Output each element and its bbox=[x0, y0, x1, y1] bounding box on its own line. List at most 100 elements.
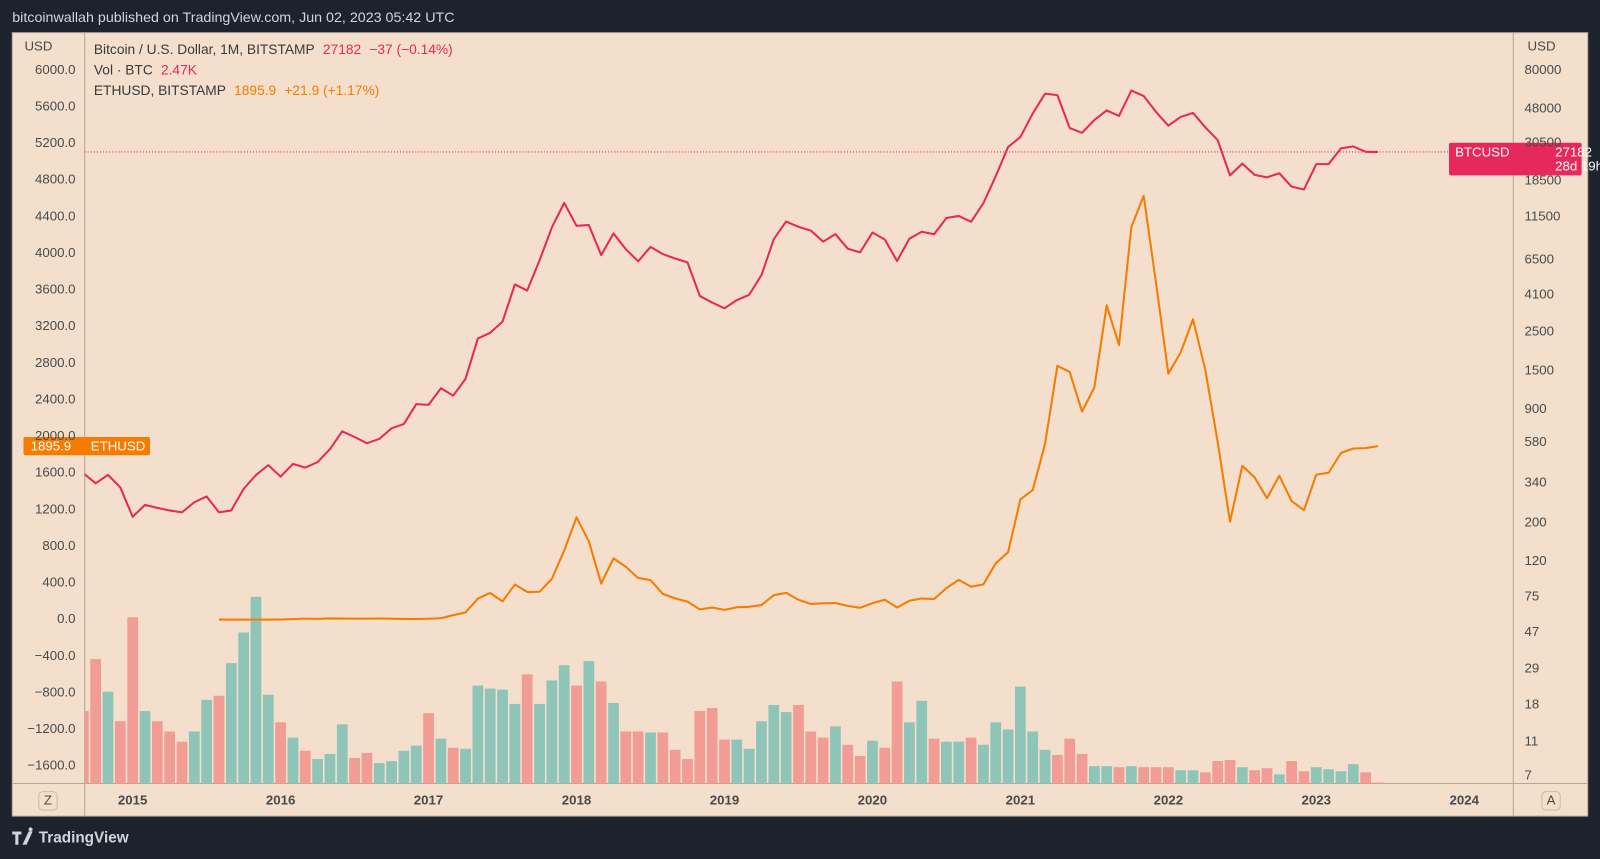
volume-bar bbox=[176, 741, 188, 784]
volume-bar bbox=[1125, 766, 1137, 784]
volume-bar bbox=[509, 703, 521, 784]
logo-icon bbox=[12, 827, 33, 845]
price-line bbox=[84, 89, 1378, 518]
y2-tick-label: 2500 bbox=[1524, 324, 1553, 339]
plot-area bbox=[84, 89, 1384, 784]
volume-bar bbox=[472, 685, 484, 784]
y2-tick-label: 29 bbox=[1524, 660, 1539, 675]
legend-btc: Bitcoin / U.S. Dollar, 1M, BITSTAMP 27182… bbox=[94, 42, 453, 57]
volume-bar bbox=[608, 702, 619, 784]
volume-bar bbox=[1052, 754, 1063, 784]
y-tick-label: 1200.0 bbox=[35, 501, 76, 516]
volume-bar bbox=[312, 759, 323, 784]
volume-bar bbox=[1039, 749, 1051, 784]
volume-bar bbox=[1199, 772, 1211, 784]
volume-bar bbox=[1273, 774, 1285, 784]
scale-button[interactable]: Z bbox=[44, 792, 52, 807]
volume-bar bbox=[990, 722, 1002, 784]
volume-bar bbox=[373, 763, 385, 784]
scale-button[interactable]: A bbox=[1547, 792, 1556, 807]
x-tick-label: 2021 bbox=[1006, 792, 1035, 807]
volume-bar bbox=[164, 731, 176, 784]
y2-tick-label: 11500 bbox=[1524, 208, 1560, 223]
volume-bar bbox=[460, 748, 471, 784]
volume-bar bbox=[84, 711, 89, 784]
price-tag-value: 1895.9 bbox=[31, 439, 72, 454]
x-tick-label: 2020 bbox=[858, 792, 887, 807]
x-tick-label: 2015 bbox=[118, 792, 147, 807]
volume-bar bbox=[1286, 761, 1297, 784]
y-tick-label: 2400.0 bbox=[35, 391, 76, 406]
y-tick-label: −800.0 bbox=[35, 684, 76, 699]
volume-bar bbox=[90, 659, 102, 784]
volume-bar bbox=[706, 708, 718, 784]
x-tick-label: 2019 bbox=[710, 792, 739, 807]
price-tag-countdown: 28d 19h bbox=[1555, 159, 1600, 174]
volume-bar bbox=[965, 737, 977, 784]
volume-bar bbox=[188, 731, 200, 784]
x-tick-label: 2023 bbox=[1302, 792, 1331, 807]
volume-bar bbox=[632, 731, 644, 784]
x-tick-label: 2016 bbox=[266, 792, 295, 807]
legend-btc-name: Bitcoin / U.S. Dollar, 1M, BITSTAMP bbox=[94, 42, 315, 57]
volume-bar bbox=[669, 749, 681, 784]
legend-eth: ETHUSD, BITSTAMP 1895.9 +21.9 (+1.17%) bbox=[94, 82, 379, 97]
volume-bar bbox=[830, 726, 841, 784]
volume-bar bbox=[361, 752, 373, 784]
volume-bar bbox=[139, 711, 151, 784]
volume-bar bbox=[583, 661, 595, 784]
volume-bar bbox=[386, 761, 397, 784]
volume-bar bbox=[1150, 767, 1162, 784]
y-tick-label: 4000.0 bbox=[35, 245, 76, 260]
scale-button-box[interactable] bbox=[38, 791, 58, 811]
volume-bar bbox=[114, 721, 126, 784]
legend-eth-change: +21.9 (+1.17%) bbox=[284, 82, 379, 97]
volume-bar bbox=[854, 755, 866, 784]
scale-button-box[interactable] bbox=[1541, 791, 1561, 811]
volume-bar bbox=[1212, 761, 1224, 784]
volume-bar bbox=[151, 721, 163, 784]
volume-bar bbox=[1113, 767, 1125, 784]
volume-bar bbox=[102, 691, 114, 784]
volume-bar bbox=[435, 738, 447, 784]
y2-tick-label: 18500 bbox=[1524, 173, 1561, 188]
x-tick-label: 2018 bbox=[562, 792, 591, 807]
y-tick-label: 6000.0 bbox=[35, 62, 76, 77]
y-tick-label: 800.0 bbox=[42, 538, 75, 553]
volume-bar bbox=[879, 747, 891, 784]
volume-bar bbox=[657, 732, 669, 784]
volume-bar bbox=[287, 737, 299, 784]
x-tick-label: 2017 bbox=[414, 792, 443, 807]
volume-bar bbox=[1372, 782, 1384, 784]
volume-bar bbox=[250, 596, 262, 784]
volume-bar bbox=[1027, 731, 1039, 784]
volume-bar bbox=[842, 744, 854, 784]
y-tick-label: 0.0 bbox=[57, 611, 75, 626]
publish-header: bitcoinwallah published on TradingView.c… bbox=[12, 10, 454, 26]
footer-brand: TradingView bbox=[39, 830, 129, 847]
legend-eth-last: 1895.9 bbox=[234, 82, 276, 97]
y-tick-label: 4400.0 bbox=[35, 208, 76, 223]
volume-bar bbox=[238, 632, 249, 784]
price-tag-value: 27182 bbox=[1555, 144, 1592, 159]
y2-tick-label: 580 bbox=[1524, 434, 1546, 449]
right-axis-unit: USD bbox=[1528, 38, 1556, 53]
price-line bbox=[218, 194, 1379, 621]
y-tick-label: 3600.0 bbox=[35, 282, 76, 297]
volume-bar bbox=[978, 744, 989, 784]
volume-bar bbox=[299, 750, 311, 784]
volume-bar bbox=[127, 617, 139, 784]
volume-bar bbox=[213, 695, 225, 784]
volume-bar bbox=[1162, 767, 1174, 784]
volume-bar bbox=[262, 694, 274, 784]
y-tick-label: −400.0 bbox=[35, 648, 76, 663]
legend-volume: Vol · BTC 2.47K bbox=[94, 62, 198, 77]
legend-eth-name: ETHUSD, BITSTAMP bbox=[94, 82, 226, 97]
legend-volume-last: 2.47K bbox=[161, 62, 198, 77]
y-tick-label: 1600.0 bbox=[35, 465, 76, 480]
footer-logo bbox=[12, 827, 33, 845]
volume-bar bbox=[398, 750, 410, 784]
y-tick-label: 5200.0 bbox=[35, 135, 76, 150]
